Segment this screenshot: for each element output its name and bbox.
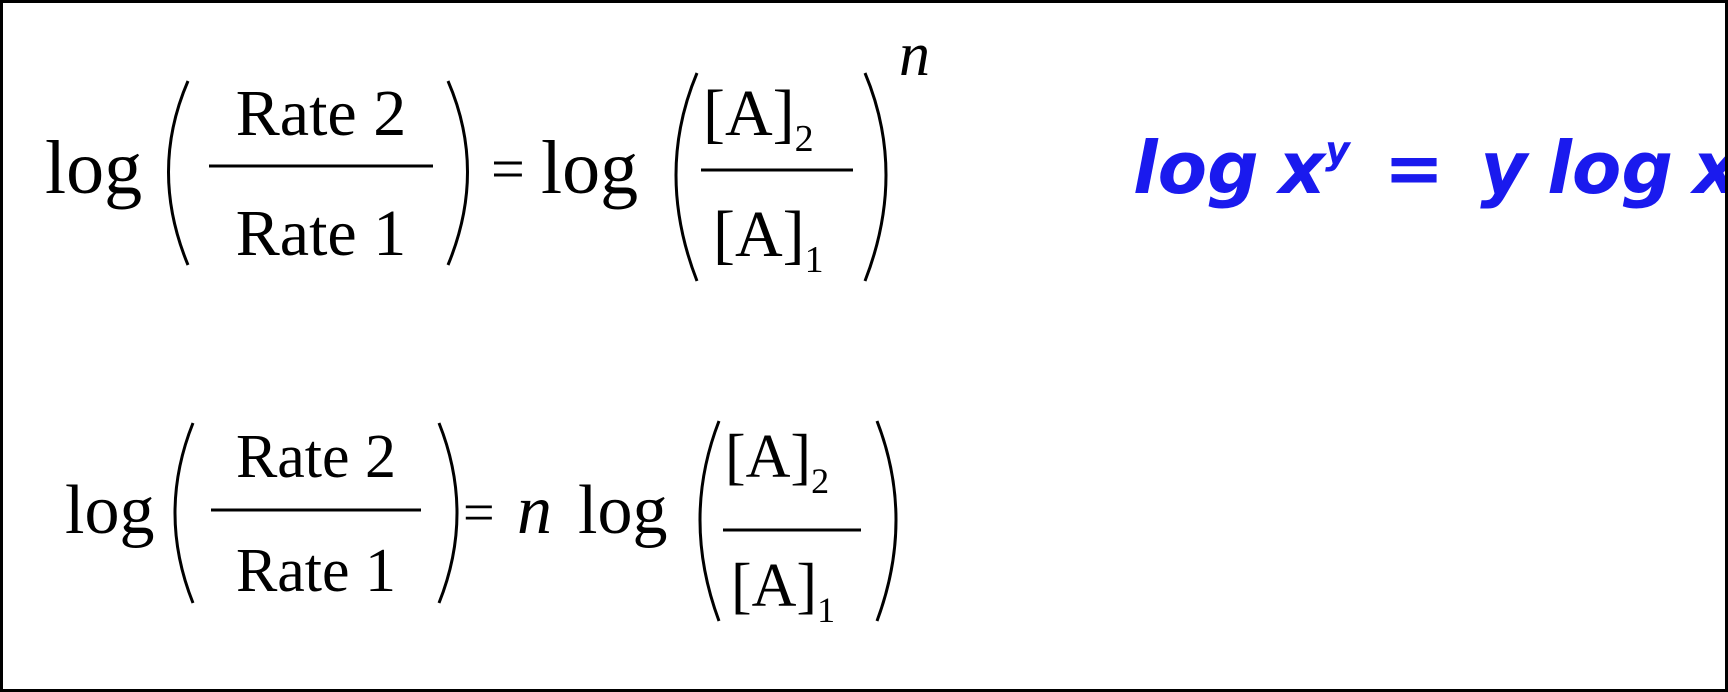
eq2-coefficient-n: n xyxy=(517,472,552,549)
eq1-log-right: log xyxy=(541,126,638,210)
note-rhs-arg: x xyxy=(1690,126,1725,210)
eq1-left-paren-close xyxy=(446,80,469,266)
note-lhs-log: log xyxy=(1133,126,1259,210)
eq1-log-left: log xyxy=(45,126,142,210)
eq1-exponent: n xyxy=(899,21,930,89)
eq1-equals: = xyxy=(491,136,525,202)
eq2-log-right: log xyxy=(578,472,667,549)
note-lhs-exponent: y xyxy=(1325,128,1352,172)
eq2-equals: = xyxy=(463,482,495,544)
eq2-right-paren-close xyxy=(875,420,898,622)
eq1-a1-base: [A] xyxy=(713,198,805,271)
eq2-log-left: log xyxy=(65,472,154,549)
eq1-rate-numerator: Rate 2 xyxy=(236,77,406,150)
eq2-a2: [A]2 xyxy=(725,423,829,501)
eq2-rate-numerator: Rate 2 xyxy=(236,423,396,491)
note-equals: = xyxy=(1384,126,1444,210)
eq2-a1-base: [A] xyxy=(731,552,817,620)
eq1-a2-subscript: 2 xyxy=(795,118,814,160)
eq2-a1-subscript: 1 xyxy=(817,590,835,630)
note-rhs-coef: y xyxy=(1480,126,1530,210)
eq1-left-paren-open xyxy=(167,80,190,266)
eq1-rate-denominator: Rate 1 xyxy=(236,197,406,270)
eq2-left-paren-close xyxy=(437,422,459,604)
eq2-a2-base: [A] xyxy=(725,423,811,491)
eq2-rate-denominator: Rate 1 xyxy=(236,537,396,605)
eq2-left-paren-open xyxy=(173,422,195,604)
note-lhs-base: x xyxy=(1276,126,1328,210)
eq2-a1: [A]1 xyxy=(731,552,835,630)
equation-2: log Rate 2 Rate 1 = n log [A]2 [A]1 xyxy=(65,420,898,630)
eq1-right-paren-open xyxy=(674,72,699,282)
equation-1: log Rate 2 Rate 1 = log [A]2 [A]1 n xyxy=(45,21,930,282)
eq2-a2-subscript: 2 xyxy=(811,461,829,501)
eq1-right-paren-close xyxy=(863,72,888,282)
eq1-a2: [A]2 xyxy=(703,77,814,160)
eq2-right-paren-open xyxy=(698,420,721,622)
eq1-a1-subscript: 1 xyxy=(805,239,824,281)
eq1-a2-base: [A] xyxy=(703,77,795,150)
note-rhs-log: log xyxy=(1547,126,1673,210)
eq1-a1: [A]1 xyxy=(713,198,824,281)
equations-drawing: log Rate 2 Rate 1 = log [A]2 [A]1 n log x… xyxy=(45,21,1725,630)
